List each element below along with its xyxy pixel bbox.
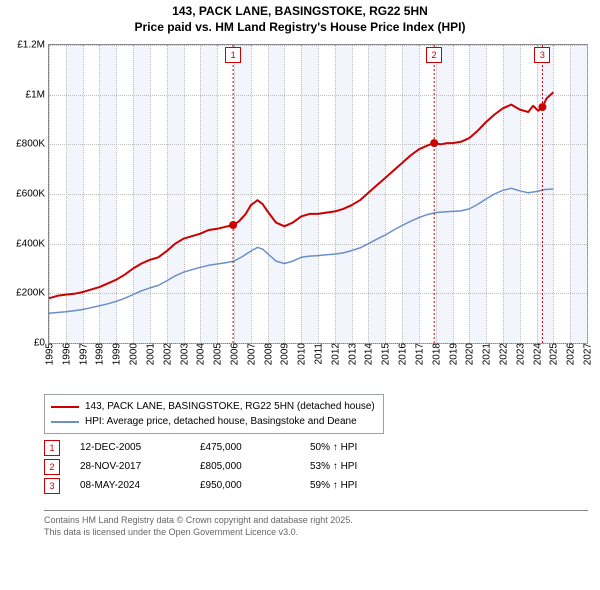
x-tick-label: 2020 [463,343,476,365]
x-tick-label: 2010 [295,343,308,365]
x-tick-label: 2008 [261,343,274,365]
sales-table: 1 12-DEC-2005 £475,000 50% ↑ HPI 2 28-NO… [44,438,357,495]
sale-delta: 59% ↑ HPI [310,476,357,495]
sale-marker-label: 1 [225,47,241,63]
line-layer [49,45,587,343]
x-tick-label: 2026 [564,343,577,365]
sales-row: 3 08-MAY-2024 £950,000 59% ↑ HPI [44,476,357,495]
x-tick-label: 2003 [177,343,190,365]
sale-marker-box: 2 [44,459,60,475]
sale-marker-dot [538,103,546,111]
sale-marker-box: 3 [44,478,60,494]
x-tick-label: 2005 [211,343,224,365]
footer-line-1: Contains HM Land Registry data © Crown c… [44,515,588,527]
sale-delta: 50% ↑ HPI [310,438,357,457]
x-tick-label: 2009 [278,343,291,365]
gridline [587,45,588,343]
sale-marker-label: 3 [534,47,550,63]
legend-row: 143, PACK LANE, BASINGSTOKE, RG22 5HN (d… [51,399,375,414]
x-tick-label: 2016 [396,343,409,365]
x-tick-label: 2006 [227,343,240,365]
sales-row: 1 12-DEC-2005 £475,000 50% ↑ HPI [44,438,357,457]
x-tick-label: 2007 [244,343,257,365]
x-tick-label: 2012 [328,343,341,365]
x-tick-label: 2013 [345,343,358,365]
chart-container: 143, PACK LANE, BASINGSTOKE, RG22 5HN Pr… [0,0,600,590]
x-tick-label: 2025 [547,343,560,365]
x-tick-label: 2022 [496,343,509,365]
x-tick-label: 2017 [412,343,425,365]
x-tick-label: 2004 [194,343,207,365]
legend-box: 143, PACK LANE, BASINGSTOKE, RG22 5HN (d… [44,394,384,434]
y-tick-label: £800K [16,139,49,150]
legend-swatch [51,421,79,423]
sale-marker-dot [229,221,237,229]
sale-marker-box: 1 [44,440,60,456]
legend-swatch [51,406,79,408]
sale-date: 12-DEC-2005 [80,438,180,457]
title-line-1: 143, PACK LANE, BASINGSTOKE, RG22 5HN [0,4,600,20]
x-tick-label: 1999 [110,343,123,365]
title-line-2: Price paid vs. HM Land Registry's House … [0,20,600,36]
x-tick-label: 2015 [379,343,392,365]
legend-label: 143, PACK LANE, BASINGSTOKE, RG22 5HN (d… [85,399,375,414]
chart-title: 143, PACK LANE, BASINGSTOKE, RG22 5HN Pr… [0,0,600,35]
x-tick-label: 2019 [446,343,459,365]
x-tick-label: 1997 [76,343,89,365]
legend-row: HPI: Average price, detached house, Basi… [51,414,375,429]
x-tick-label: 1998 [93,343,106,365]
y-tick-label: £400K [16,238,49,249]
x-tick-label: 2014 [362,343,375,365]
y-tick-label: £1M [26,89,49,100]
legend-label: HPI: Average price, detached house, Basi… [85,414,357,429]
y-tick-label: £200K [16,288,49,299]
x-tick-label: 2002 [160,343,173,365]
x-tick-label: 2018 [429,343,442,365]
x-tick-label: 2000 [127,343,140,365]
x-tick-label: 2001 [143,343,156,365]
plot-area: £0£200K£400K£600K£800K£1M£1.2M1995199619… [48,44,588,344]
y-tick-label: £600K [16,189,49,200]
sales-row: 2 28-NOV-2017 £805,000 53% ↑ HPI [44,457,357,476]
sale-delta: 53% ↑ HPI [310,457,357,476]
sale-marker-dot [430,139,438,147]
x-tick-label: 1996 [59,343,72,365]
sale-price: £950,000 [200,476,290,495]
sale-date: 08-MAY-2024 [80,476,180,495]
x-tick-label: 2011 [312,343,325,365]
sale-date: 28-NOV-2017 [80,457,180,476]
sale-marker-label: 2 [426,47,442,63]
footer-line-2: This data is licensed under the Open Gov… [44,527,588,539]
series-line [49,188,553,313]
y-tick-label: £1.2M [17,40,49,51]
x-tick-label: 2027 [581,343,594,365]
x-tick-label: 2021 [480,343,493,365]
x-tick-label: 1995 [43,343,56,365]
footer-attribution: Contains HM Land Registry data © Crown c… [44,510,588,538]
sale-price: £475,000 [200,438,290,457]
series-line [49,92,553,298]
sale-price: £805,000 [200,457,290,476]
x-tick-label: 2024 [530,343,543,365]
x-tick-label: 2023 [513,343,526,365]
